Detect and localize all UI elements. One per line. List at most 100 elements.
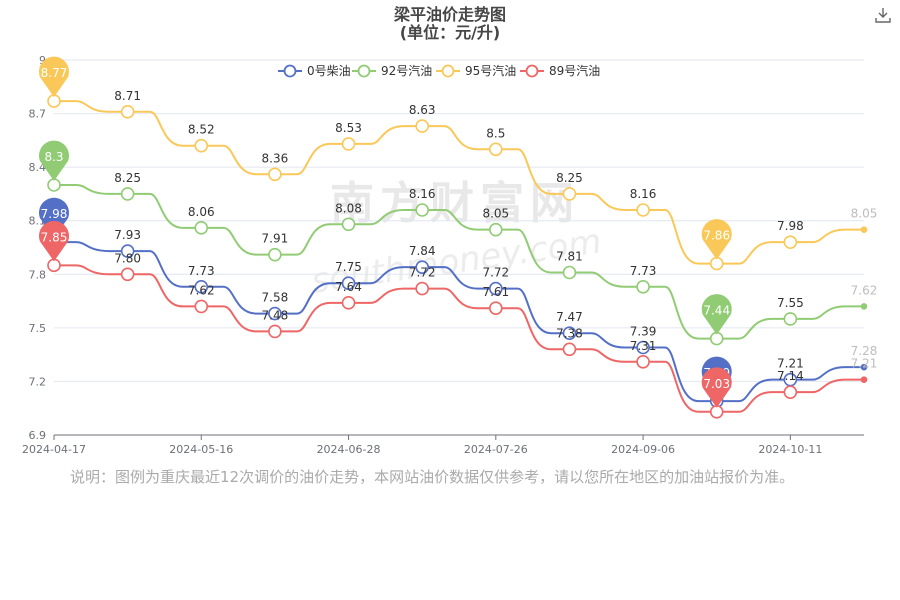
download-icon[interactable]	[874, 6, 892, 24]
data-label: 7.38	[556, 326, 583, 340]
data-label: 7.64	[335, 280, 362, 294]
data-point[interactable]	[341, 217, 356, 232]
x-tick-label: 2024-10-11	[758, 443, 822, 456]
data-label: 7.14	[777, 369, 804, 383]
pin-shape	[701, 367, 732, 408]
data-point[interactable]	[562, 265, 577, 280]
data-point[interactable]	[489, 281, 503, 296]
pin-label: 8.77	[41, 66, 68, 80]
legend-label: 95号汽油	[465, 63, 516, 78]
data-point[interactable]	[194, 279, 209, 294]
data-point[interactable]	[860, 303, 868, 310]
data-point[interactable]	[194, 138, 209, 153]
data-point[interactable]	[636, 354, 650, 369]
legend-item[interactable]: 89号汽油	[520, 63, 600, 78]
footnote: 说明：图例为重庆最近12次调价的油价走势，本网站油价数据仅供参考，请以您所在地区…	[70, 468, 795, 486]
legend-item[interactable]: 92号汽油	[352, 63, 432, 78]
data-label: 7.21	[777, 357, 804, 371]
data-point[interactable]	[860, 363, 868, 371]
legend-label: 89号汽油	[549, 63, 600, 78]
data-point[interactable]	[120, 187, 135, 201]
data-point[interactable]	[268, 306, 282, 321]
chart-subtitle: (单位：元/升)	[400, 23, 500, 42]
data-label: 7.91	[262, 232, 289, 246]
y-tick-label: 8.4	[29, 161, 47, 174]
data-point[interactable]	[194, 299, 209, 314]
data-point[interactable]	[268, 247, 282, 262]
pin-label: 7.86	[703, 229, 730, 243]
data-point[interactable]	[120, 267, 135, 282]
data-label: 7.73	[188, 264, 215, 278]
data-point[interactable]	[120, 104, 135, 119]
data-point[interactable]	[860, 226, 868, 233]
pin-shape	[39, 197, 69, 239]
data-point[interactable]	[562, 342, 577, 357]
data-label: 7.80	[114, 251, 141, 265]
pin-shape	[701, 219, 732, 260]
data-point[interactable]	[860, 376, 868, 383]
series-line	[54, 241, 864, 403]
data-point[interactable]	[562, 326, 577, 341]
x-tick-label: 2024-07-26	[464, 443, 528, 456]
data-label: 7.48	[262, 308, 289, 322]
y-tick-label: 6.9	[29, 429, 47, 442]
data-point[interactable]	[489, 222, 503, 237]
pin-label: 7.03	[703, 377, 730, 391]
pin-shape	[39, 220, 69, 262]
marker-pin: 8.3	[39, 140, 69, 181]
data-point[interactable]	[783, 312, 798, 326]
data-label: 7.84	[409, 244, 436, 258]
data-label: 7.55	[777, 296, 804, 310]
data-point[interactable]	[562, 187, 577, 201]
data-label: 8.16	[409, 187, 436, 201]
y-tick-label: 7.5	[29, 322, 47, 335]
data-label: 8.08	[335, 201, 362, 215]
data-point[interactable]	[341, 296, 356, 310]
data-label: 7.58	[262, 291, 289, 305]
data-point[interactable]	[341, 137, 356, 151]
data-label: 7.93	[114, 228, 141, 242]
data-label: 7.75	[335, 260, 362, 274]
data-point[interactable]	[783, 385, 798, 399]
pin-label: 8.3	[44, 150, 63, 164]
marker-pin: 7.86	[701, 219, 732, 260]
data-label: 7.61	[482, 285, 509, 299]
data-point[interactable]	[415, 119, 429, 133]
data-point[interactable]	[489, 301, 503, 316]
data-point[interactable]	[194, 221, 209, 235]
legend-marker	[441, 64, 455, 78]
data-label: 8.25	[556, 171, 583, 185]
data-point[interactable]	[783, 235, 798, 249]
marker-pin: 8.77	[39, 56, 69, 98]
data-label: 8.05	[482, 207, 509, 221]
data-label: 8.53	[335, 121, 362, 135]
y-tick-label: 7.8	[29, 268, 47, 281]
data-point[interactable]	[415, 260, 429, 274]
data-point[interactable]	[636, 203, 650, 217]
data-point[interactable]	[415, 203, 429, 217]
grid	[54, 59, 864, 382]
data-label: 8.71	[114, 89, 141, 103]
legend-item[interactable]: 0号柴油	[278, 64, 351, 78]
data-label: 8.06	[188, 205, 215, 219]
pin-label: 7.85	[41, 230, 68, 244]
y-tick-label: 8.7	[29, 108, 47, 121]
data-point[interactable]	[415, 281, 429, 296]
data-point[interactable]	[341, 276, 356, 291]
data-point[interactable]	[636, 340, 650, 355]
data-label: 7.28	[851, 344, 878, 358]
legend[interactable]: 0号柴油 92号汽油 95号汽油 89号汽油	[278, 63, 600, 78]
data-label: 7.73	[630, 264, 657, 278]
data-point[interactable]	[489, 142, 503, 157]
legend-item[interactable]: 95号汽油	[436, 63, 516, 78]
data-label: 8.05	[851, 207, 878, 221]
data-point[interactable]	[268, 167, 282, 182]
data-point[interactable]	[120, 244, 135, 258]
series-1	[47, 178, 868, 346]
data-point[interactable]	[268, 324, 282, 339]
data-point[interactable]	[636, 279, 650, 294]
watermark-cn: 南方财富网	[330, 178, 580, 229]
data-label: 8.25	[114, 171, 141, 185]
